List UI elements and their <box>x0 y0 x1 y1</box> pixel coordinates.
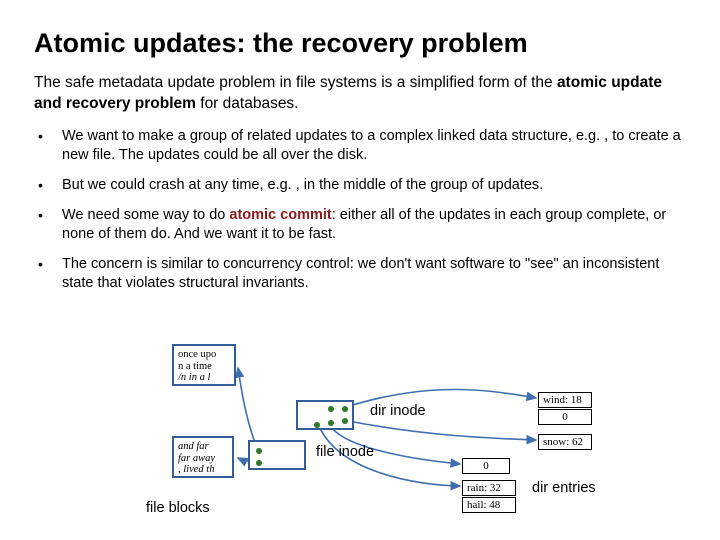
dir-entry-zero-2: 0 <box>462 458 510 474</box>
dir-entry-hail: hail: 48 <box>462 497 516 513</box>
dot-icon <box>328 420 334 426</box>
dot-icon <box>342 418 348 424</box>
dir-inode-box <box>296 400 354 430</box>
file-inode-box <box>248 440 306 470</box>
bullet-2: But we could crash at any time, e.g. , i… <box>34 176 686 196</box>
dot-icon <box>314 422 320 428</box>
label-file-blocks: file blocks <box>146 500 210 516</box>
file-block-1: once upo n a time /n in a l <box>172 344 236 386</box>
diagram: once upo n a time /n in a l and far far … <box>0 340 720 540</box>
file-block-2-l1: and far <box>178 441 209 452</box>
file-block-2: and far far away , lived th <box>172 436 234 478</box>
file-block-2-l3: , lived th <box>178 464 214 475</box>
intro-text-before: The safe metadata update problem in file… <box>34 74 557 91</box>
dir-entry-rain: rain: 32 <box>462 480 516 496</box>
dir-entry-snow: snow: 62 <box>538 434 592 450</box>
intro-text-after: for databases. <box>196 95 299 112</box>
bullet-3a: We need some way to do <box>62 207 229 223</box>
slide-title: Atomic updates: the recovery problem <box>34 28 686 59</box>
bullet-3: We need some way to do atomic commit: ei… <box>34 206 686 245</box>
file-block-1-l3: /n in a l <box>178 372 210 383</box>
dir-entry-wind: wind: 18 <box>538 392 592 408</box>
bullet-4: The concern is similar to concurrency co… <box>34 255 686 294</box>
label-dir-inode: dir inode <box>370 403 426 419</box>
dir-entry-zero-1: 0 <box>538 409 592 425</box>
diagram-arrows <box>0 340 720 540</box>
dot-icon <box>256 460 262 466</box>
dot-icon <box>328 406 334 412</box>
bullet-list: We want to make a group of related updat… <box>34 127 686 294</box>
file-block-1-l2: n a time <box>178 361 212 372</box>
label-file-inode: file inode <box>316 444 374 460</box>
file-block-1-l1: once upo <box>178 349 216 360</box>
bullet-1: We want to make a group of related updat… <box>34 127 686 166</box>
dot-icon <box>256 448 262 454</box>
label-dir-entries: dir entries <box>532 480 596 496</box>
bullet-3-emphasis: atomic commit <box>229 207 331 223</box>
dot-icon <box>342 406 348 412</box>
intro-paragraph: The safe metadata update problem in file… <box>34 73 686 115</box>
file-block-2-l2: far away <box>178 453 215 464</box>
